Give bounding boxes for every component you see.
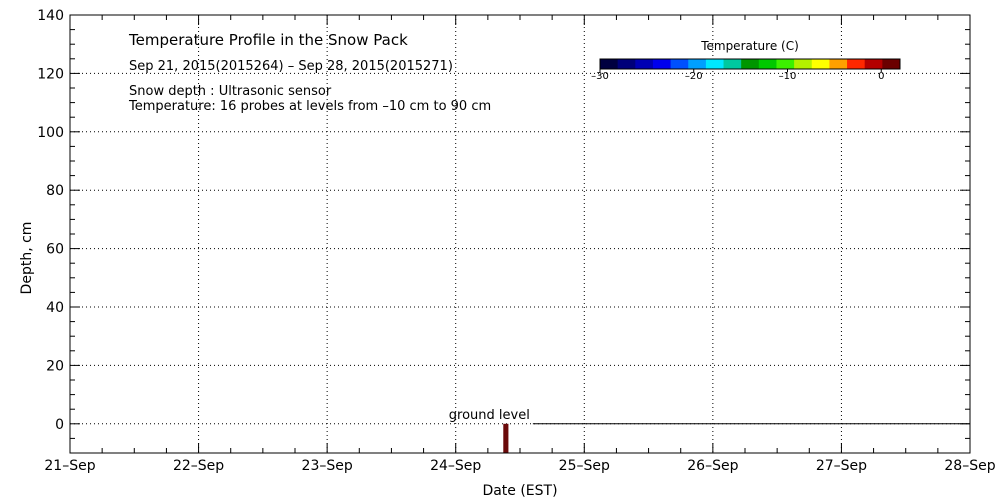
data-segments — [503, 423, 509, 453]
y-tick-label: 20 — [46, 358, 64, 374]
y-tick-label: 100 — [37, 125, 64, 141]
y-tick-labels: 0 20 40 60 80 100 120 140 — [37, 8, 64, 433]
y-tick-label: 80 — [46, 183, 64, 199]
colorbar-cell — [794, 59, 813, 69]
info-line-temperature: Temperature: 16 probes at levels from –1… — [128, 99, 491, 114]
chart-title: Temperature Profile in the Snow Pack — [128, 31, 408, 49]
y-axis-title: Depth, cm — [19, 222, 35, 295]
y-tick-label: 40 — [46, 300, 64, 316]
grid-lines — [70, 15, 970, 453]
x-tick-label: 26–Sep — [687, 458, 738, 474]
colorbar-tick-label: 0 — [878, 71, 884, 82]
x-tick-label: 27–Sep — [816, 458, 867, 474]
colorbar-tick-label: –10 — [779, 71, 797, 82]
x-tick-labels: 21–Sep 22–Sep 23–Sep 24–Sep 25–Sep 26–Sep 27–S… — [44, 458, 995, 474]
colorbar-cell — [617, 59, 636, 69]
colorbar-cell — [600, 59, 619, 69]
x-tick-label: 22–Sep — [173, 458, 224, 474]
colorbar-cell — [670, 59, 689, 69]
y-tick-label: 120 — [37, 66, 64, 82]
x-tick-label: 24–Sep — [430, 458, 481, 474]
y-tick-label: 0 — [55, 417, 64, 433]
colorbar-tick-label: –20 — [685, 71, 703, 82]
x-tick-label: 21–Sep — [44, 458, 95, 474]
ground-level-label: ground level — [449, 408, 530, 423]
colorbar-cell — [741, 59, 760, 69]
y-tick-label: 60 — [46, 242, 64, 258]
colorbar-tick-label: –30 — [591, 71, 609, 82]
colorbar-cell — [758, 59, 777, 69]
colorbar-legend: Temperature (C) –30 –20 –10 0 — [591, 39, 901, 82]
colorbar-cell — [705, 59, 725, 69]
x-tick-label: 25–Sep — [559, 458, 610, 474]
info-line-snow-depth: Snow depth : Ultrasonic sensor — [129, 84, 332, 99]
colorbar-cell — [652, 59, 672, 69]
y-tick-label: 140 — [37, 8, 64, 24]
colorbar-cell — [635, 59, 654, 69]
x-tick-label: 28–Sep — [944, 458, 995, 474]
x-axis-title: Date (EST) — [482, 483, 557, 499]
colorbar-cell — [688, 59, 707, 69]
axis-ticks — [69, 14, 971, 454]
colorbar-cell — [847, 59, 866, 69]
colorbar-cell — [864, 59, 883, 69]
plot-frame — [69, 14, 971, 454]
temperature-segment — [503, 423, 509, 453]
x-tick-label: 23–Sep — [302, 458, 353, 474]
colorbar-title: Temperature (C) — [700, 39, 799, 53]
colorbar-cell — [723, 59, 742, 69]
colorbar-cell — [829, 59, 848, 69]
colorbar-frame — [599, 58, 901, 70]
colorbar-cell — [811, 59, 830, 69]
colorbar-cell — [882, 59, 901, 69]
chart-subtitle: Sep 21, 2015(2015264) – Sep 28, 2015(201… — [129, 59, 453, 74]
colorbar-cell — [776, 59, 795, 69]
